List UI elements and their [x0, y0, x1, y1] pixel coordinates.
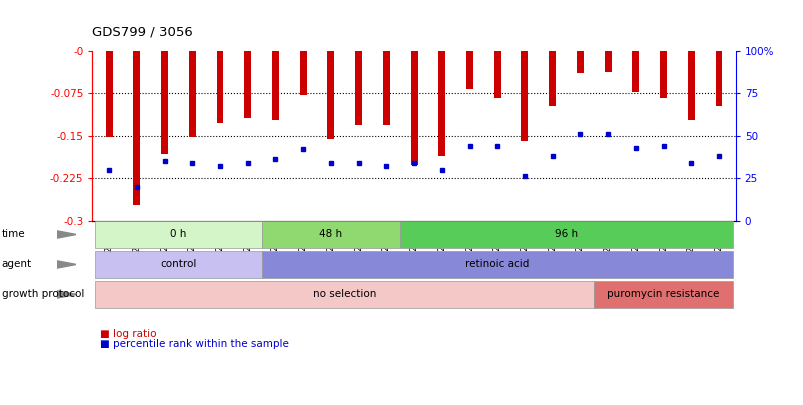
- Bar: [189, 51, 195, 137]
- Bar: [300, 51, 306, 95]
- Bar: [687, 51, 694, 120]
- Bar: [271, 51, 279, 120]
- Polygon shape: [57, 291, 76, 298]
- Text: agent: agent: [2, 260, 31, 269]
- Text: 96 h: 96 h: [554, 230, 577, 239]
- Bar: [244, 51, 251, 117]
- Bar: [133, 51, 140, 205]
- Bar: [715, 51, 722, 106]
- Bar: [521, 51, 528, 141]
- Bar: [604, 51, 611, 72]
- Bar: [577, 51, 583, 73]
- Text: 48 h: 48 h: [319, 230, 342, 239]
- Text: ■ percentile rank within the sample: ■ percentile rank within the sample: [100, 339, 289, 349]
- Text: GDS799 / 3056: GDS799 / 3056: [92, 26, 193, 38]
- Text: growth protocol: growth protocol: [2, 290, 84, 299]
- Bar: [632, 51, 638, 92]
- Polygon shape: [57, 261, 76, 268]
- Polygon shape: [57, 231, 76, 238]
- Text: 0 h: 0 h: [170, 230, 186, 239]
- Bar: [438, 51, 445, 156]
- Bar: [327, 51, 334, 139]
- Text: ■ log ratio: ■ log ratio: [100, 329, 157, 339]
- Bar: [466, 51, 472, 89]
- Text: puromycin resistance: puromycin resistance: [606, 290, 719, 299]
- Bar: [493, 51, 500, 98]
- Bar: [659, 51, 666, 98]
- Bar: [355, 51, 361, 126]
- Text: control: control: [160, 260, 197, 269]
- Bar: [410, 51, 417, 165]
- Text: no selection: no selection: [312, 290, 376, 299]
- Bar: [548, 51, 556, 106]
- Bar: [216, 51, 223, 123]
- Bar: [382, 51, 389, 126]
- Bar: [105, 51, 112, 137]
- Bar: [161, 51, 168, 154]
- Text: retinoic acid: retinoic acid: [464, 260, 528, 269]
- Text: time: time: [2, 230, 25, 239]
